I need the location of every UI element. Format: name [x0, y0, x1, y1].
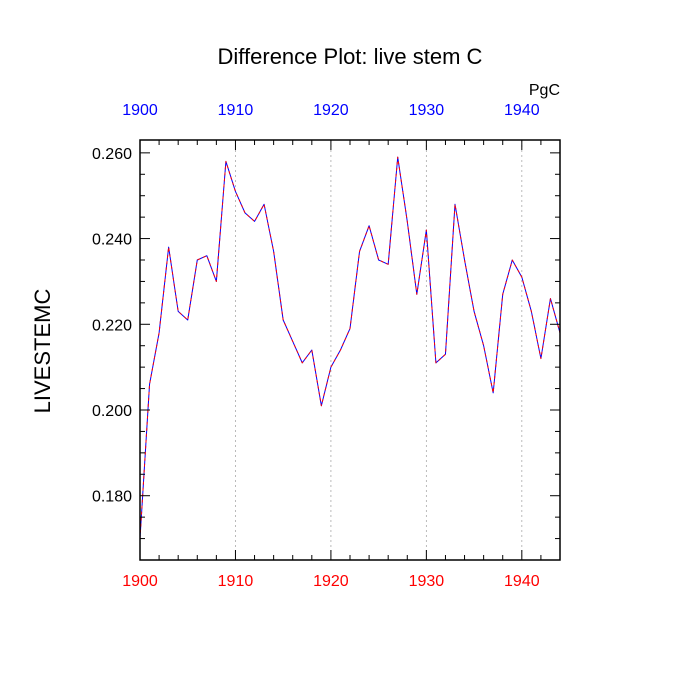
x-tick-label-bottom: 1900: [122, 573, 158, 590]
y-tick-label: 0.240: [92, 232, 132, 249]
y-tick-label: 0.260: [92, 146, 132, 163]
x-tick-label-bottom: 1940: [504, 573, 540, 590]
y-axis-label: LIVESTEMC: [30, 289, 55, 414]
x-tick-label-top: 1910: [218, 102, 254, 119]
y-tick-label: 0.180: [92, 489, 132, 506]
series-layer: [139, 156, 561, 539]
x-tick-label-top: 1940: [504, 102, 540, 119]
grid-lines: [139, 140, 523, 560]
units-label: PgC: [529, 82, 560, 99]
x-tick-label-top: 1930: [409, 102, 445, 119]
x-tick-label-bottom: 1920: [313, 573, 349, 590]
series-line-a: [139, 156, 561, 539]
chart-title: Difference Plot: live stem C: [218, 44, 483, 69]
x-tick-label-top: 1920: [313, 102, 349, 119]
plot-frame: [139, 139, 561, 561]
x-tick-label-bottom: 1910: [218, 573, 254, 590]
x-tick-label-top: 1900: [122, 102, 158, 119]
y-tick-label: 0.220: [92, 317, 132, 334]
y-tick-label: 0.200: [92, 403, 132, 420]
series-line-b: [139, 156, 561, 539]
x-tick-label-bottom: 1930: [409, 573, 445, 590]
